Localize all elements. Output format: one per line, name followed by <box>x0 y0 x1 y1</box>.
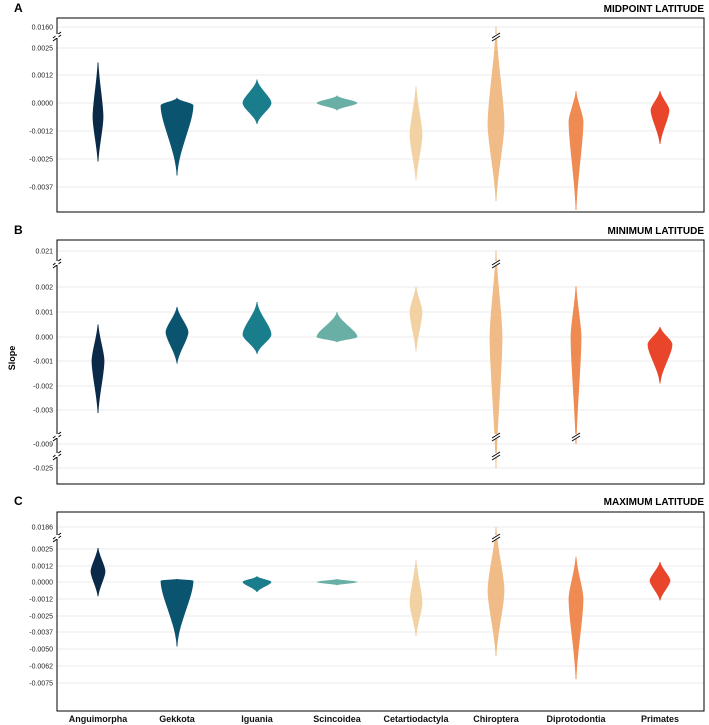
y-tick-label: -0.002 <box>33 384 53 391</box>
y-axis-label: Slope <box>7 346 17 371</box>
y-tick-label: -0.0037 <box>29 630 53 637</box>
panel-frame <box>57 512 704 711</box>
y-tick-label: 0.002 <box>35 285 53 292</box>
x-category-label: Scincoidea <box>313 714 362 724</box>
x-category-label: Primates <box>641 714 679 724</box>
panel-frame <box>57 240 704 484</box>
y-tick-label: -0.0037 <box>29 185 53 192</box>
axis-break-gap <box>56 261 59 265</box>
panel-c: C MAXIMUM LATITUDE 0.0186 0.0025 0.0012 0.000… <box>14 494 704 711</box>
y-tick-label: -0.003 <box>33 408 53 415</box>
y-tick-label: 0.001 <box>35 310 53 317</box>
y-tick-label: -0.009 <box>33 442 53 449</box>
y-tick-label: 0.0000 <box>32 580 54 587</box>
y-tick-label: 0.0012 <box>32 564 54 571</box>
axis-break-gap <box>56 434 59 438</box>
y-tick-label: 0.0025 <box>32 547 54 554</box>
y-tick-label: -0.0012 <box>29 597 53 604</box>
y-tick-label: -0.0050 <box>29 647 53 654</box>
axis-break-gap <box>56 535 59 539</box>
panel-letter: C <box>14 494 23 508</box>
y-tick-label: -0.0025 <box>29 614 53 621</box>
y-tick-label: 0.0000 <box>32 101 54 108</box>
axis-break-gap <box>56 34 59 38</box>
axis-break-gap <box>56 453 59 457</box>
y-tick-label: -0.025 <box>33 466 53 473</box>
panel-title: MIDPOINT LATITUDE <box>604 4 705 15</box>
x-category-label: Chiroptera <box>473 714 520 724</box>
x-category-label: Diprotodontia <box>547 714 607 724</box>
panel-title: MINIMUM LATITUDE <box>608 226 705 237</box>
panel-a: A MIDPOINT LATITUDE 0.0160 0.0025 0.0012 0.00… <box>14 1 704 212</box>
y-tick-label: 0.0160 <box>32 25 54 32</box>
y-tick-label: 0.000 <box>35 335 53 342</box>
y-tick-label: -0.0012 <box>29 129 53 136</box>
panel-letter: A <box>14 1 23 15</box>
x-category-label: Iguania <box>241 714 273 724</box>
y-tick-label: -0.0025 <box>29 157 53 164</box>
x-category-label: Cetartiodactyla <box>383 714 449 724</box>
panel-letter: B <box>14 223 23 237</box>
x-category-label: Anguimorpha <box>69 714 128 724</box>
y-tick-label: -0.001 <box>33 359 53 366</box>
y-tick-label: -0.0062 <box>29 664 53 671</box>
violin-figure: A MIDPOINT LATITUDE 0.0160 0.0025 0.0012 0.00… <box>0 0 709 725</box>
y-tick-label: 0.0012 <box>32 73 54 80</box>
panel-frame <box>57 18 704 212</box>
panel-title: MAXIMUM LATITUDE <box>604 497 705 508</box>
y-tick-label: -0.0075 <box>29 681 53 688</box>
y-tick-label: 0.0186 <box>32 525 54 532</box>
y-tick-label: 0.021 <box>35 249 53 256</box>
panel-b: B MINIMUM LATITUDE 0.021 0.002 0.001 0.000 -0.… <box>14 223 704 484</box>
y-tick-label: 0.0025 <box>32 46 54 53</box>
x-category-label: Gekkota <box>159 714 196 724</box>
